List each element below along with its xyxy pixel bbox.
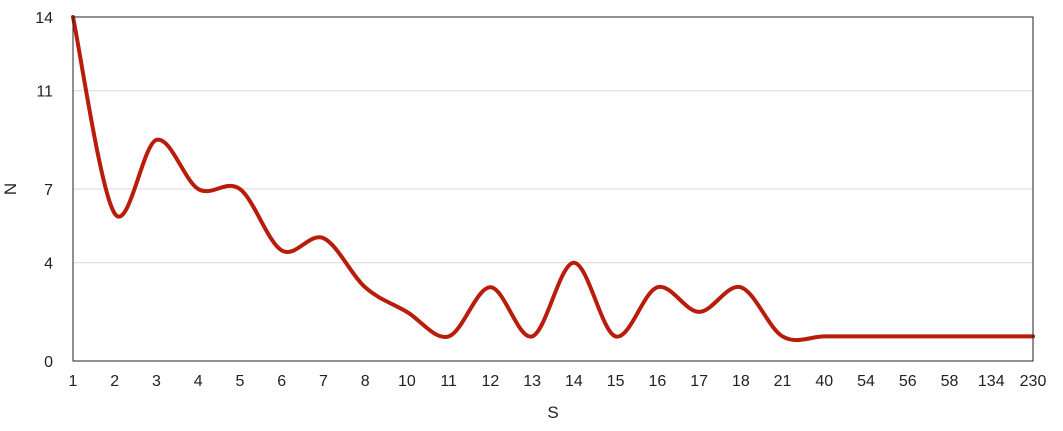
- y-tick-label: 4: [44, 256, 53, 273]
- x-tick-label: 8: [361, 373, 370, 390]
- x-axis-title: S: [547, 403, 558, 422]
- x-tick-label: 14: [565, 373, 583, 390]
- gridlines: [73, 90, 1033, 264]
- x-tick-label: 56: [899, 373, 917, 390]
- y-axis-title: N: [1, 183, 20, 195]
- x-tick-labels: 1 2 3 4 5 6 7 8 10 11 12 13 14 15 16 17 18 21 40 54 56 58 134 2…: [69, 373, 1047, 390]
- y-tick-label: 14: [35, 10, 53, 27]
- y-tick-label: 11: [36, 84, 53, 101]
- x-tick-label: 134: [978, 373, 1005, 390]
- x-tick-label: 12: [481, 373, 499, 390]
- x-tick-label: 18: [732, 373, 750, 390]
- x-tick-label: 54: [857, 373, 875, 390]
- series-line: [71, 15, 1035, 343]
- y-tick-label: 7: [44, 182, 53, 199]
- x-tick-label: 16: [648, 373, 666, 390]
- x-tick-label: 11: [440, 373, 457, 390]
- x-tick-label: 7: [319, 373, 328, 390]
- x-tick-label: 3: [152, 373, 161, 390]
- x-tick-label: 5: [236, 373, 245, 390]
- x-tick-label: 1: [69, 373, 78, 390]
- y-tick-labels: 0 4 7 11 14: [35, 10, 53, 371]
- x-tick-label: 58: [941, 373, 959, 390]
- x-tick-label: 6: [277, 373, 286, 390]
- x-tick-label: 40: [815, 373, 833, 390]
- x-tick-label: 13: [523, 373, 541, 390]
- plot-frame: [72, 16, 1034, 362]
- x-tick-label: 4: [194, 373, 203, 390]
- y-tick-label: 0: [44, 354, 53, 371]
- x-tick-label: 15: [607, 373, 625, 390]
- x-tick-label: 21: [774, 373, 792, 390]
- x-tick-label: 17: [690, 373, 708, 390]
- x-tick-label: 10: [398, 373, 416, 390]
- x-tick-label: 2: [110, 373, 119, 390]
- x-tick-label: 230: [1020, 373, 1047, 390]
